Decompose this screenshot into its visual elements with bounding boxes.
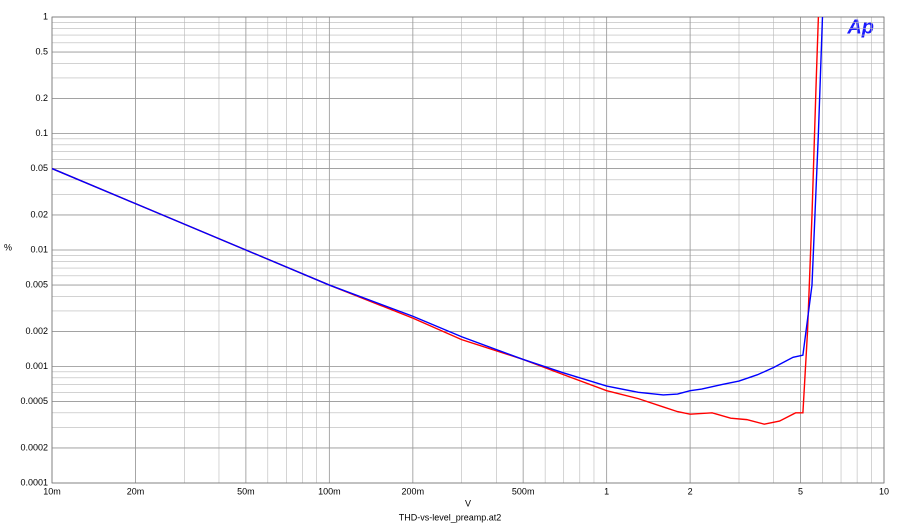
x-tick-label: 1 bbox=[604, 486, 609, 496]
x-tick-label: 50m bbox=[237, 486, 255, 496]
y-tick-label: 1 bbox=[43, 11, 48, 21]
data-line bbox=[52, 17, 824, 396]
y-tick-label: 0.005 bbox=[25, 279, 48, 289]
y-axis-label: % bbox=[4, 242, 12, 252]
y-tick-label: 0.01 bbox=[30, 244, 48, 254]
y-tick-label: 0.0002 bbox=[20, 442, 48, 452]
y-tick-label: 0.002 bbox=[25, 326, 48, 336]
y-tick-label: 0.2 bbox=[35, 93, 48, 103]
y-tick-label: 0.0005 bbox=[20, 396, 48, 406]
x-tick-label: 10 bbox=[879, 486, 889, 496]
x-tick-label: 5 bbox=[798, 486, 803, 496]
y-tick-label: 0.1 bbox=[35, 128, 48, 138]
x-tick-label: 200m bbox=[402, 486, 425, 496]
y-tick-label: 0.05 bbox=[30, 163, 48, 173]
plot-frame bbox=[51, 16, 885, 484]
data-line bbox=[52, 17, 820, 425]
x-tick-label: 100m bbox=[318, 486, 341, 496]
x-tick-label: 500m bbox=[512, 486, 535, 496]
x-axis-label: V bbox=[465, 498, 471, 508]
y-tick-label: 0.001 bbox=[25, 361, 48, 371]
x-tick-label: 2 bbox=[688, 486, 693, 496]
x-tick-label: 20m bbox=[127, 486, 145, 496]
logo: Ap bbox=[846, 16, 874, 38]
y-tick-label: 0.02 bbox=[30, 209, 48, 219]
y-tick-label: 0.0001 bbox=[20, 477, 48, 487]
x-tick-label: 10m bbox=[43, 486, 61, 496]
y-tick-label: 0.5 bbox=[35, 46, 48, 56]
chart-title: THD-vs-level_preamp.at2 bbox=[399, 512, 502, 522]
